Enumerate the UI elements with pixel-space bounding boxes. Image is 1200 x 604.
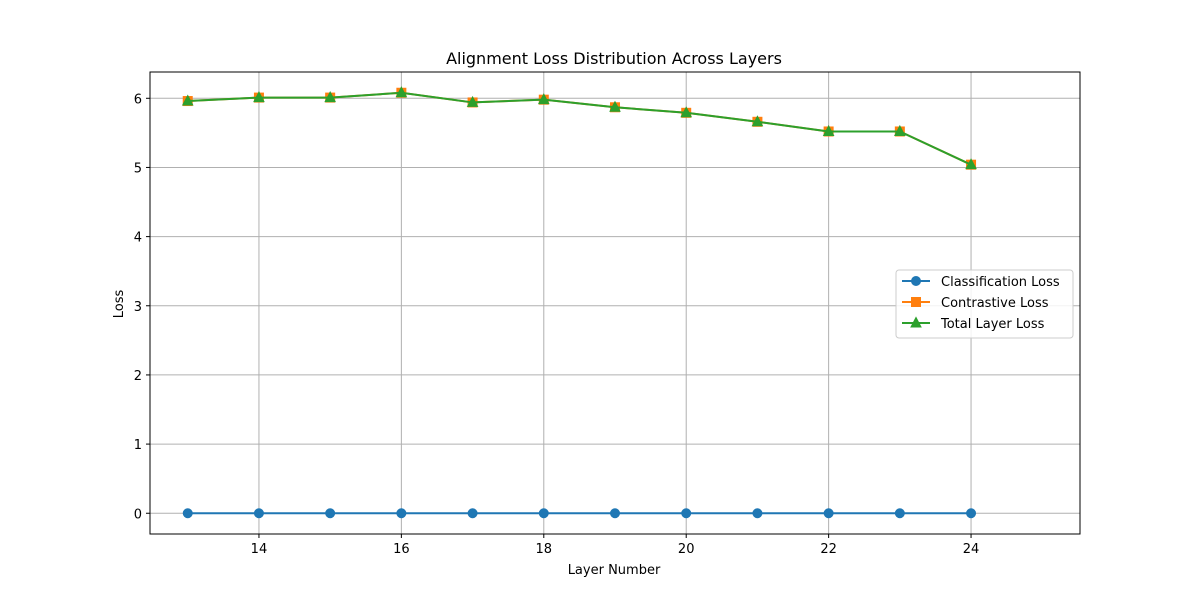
classification-loss-point bbox=[894, 508, 905, 519]
legend-item-total-layer-loss: Total Layer Loss bbox=[902, 316, 1045, 332]
legend-label: Total Layer Loss bbox=[940, 317, 1045, 332]
x-axis-label: Layer Number bbox=[568, 563, 661, 578]
y-tick-label: 3 bbox=[134, 300, 142, 315]
y-tick-label: 6 bbox=[134, 92, 142, 107]
classification-loss-point bbox=[966, 508, 977, 519]
y-tick-label: 2 bbox=[134, 369, 142, 384]
classification-loss-point bbox=[396, 508, 407, 519]
classification-loss-point bbox=[182, 508, 193, 519]
y-tick-label: 4 bbox=[134, 231, 142, 246]
total-layer-loss-series bbox=[181, 86, 977, 170]
classification-loss-point bbox=[253, 508, 264, 519]
x-tick-label: 18 bbox=[536, 542, 553, 557]
y-tick-label: 0 bbox=[134, 507, 142, 522]
total-layer-loss-point bbox=[680, 106, 693, 118]
classification-loss-point bbox=[467, 508, 478, 519]
y-tick-label: 5 bbox=[134, 161, 142, 176]
total-layer-loss-point bbox=[822, 124, 835, 136]
total-layer-loss-point bbox=[537, 93, 550, 105]
x-tick-label: 20 bbox=[678, 542, 695, 557]
x-tick-label: 14 bbox=[251, 542, 268, 557]
legend-label: Classification Loss bbox=[941, 275, 1060, 290]
contrastive-loss-series bbox=[182, 87, 977, 170]
classification-loss-point bbox=[823, 508, 834, 519]
y-tick-label: 1 bbox=[134, 438, 142, 453]
legend-swatch-marker bbox=[911, 276, 921, 286]
classification-loss-point bbox=[538, 508, 549, 519]
legend-swatch-marker bbox=[911, 297, 921, 307]
classification-loss-series bbox=[182, 508, 977, 519]
classification-loss-point bbox=[752, 508, 763, 519]
total-layer-loss-line bbox=[187, 91, 972, 166]
x-tick-label: 16 bbox=[393, 542, 410, 557]
classification-loss-point bbox=[325, 508, 336, 519]
total-layer-loss-point bbox=[395, 86, 408, 98]
legend-item-contrastive-loss: Contrastive Loss bbox=[902, 296, 1049, 311]
total-layer-loss-point bbox=[894, 124, 906, 136]
x-tick-label: 22 bbox=[820, 542, 837, 557]
classification-loss-point bbox=[610, 508, 620, 519]
x-tick-label: 24 bbox=[963, 542, 980, 557]
total-layer-loss-point bbox=[181, 94, 194, 106]
series-group bbox=[181, 86, 977, 519]
total-layer-loss-point bbox=[466, 95, 479, 107]
total-layer-loss-point bbox=[609, 100, 621, 112]
plot-frame bbox=[149, 71, 1081, 535]
legend: Classification Loss Contrastive Loss Total… bbox=[895, 269, 1074, 339]
total-layer-loss-point bbox=[751, 115, 764, 127]
chart-title: Alignment Loss Distribution Across Layer… bbox=[446, 49, 782, 68]
y-axis-label: Loss bbox=[112, 290, 127, 319]
legend-item-classification-loss: Classification Loss bbox=[902, 275, 1060, 290]
classification-loss-point bbox=[681, 508, 692, 519]
axis-ticks: 14 16 18 20 22 24 0 1 2 3 4 5 6 bbox=[134, 92, 980, 557]
legend-swatch-marker bbox=[910, 316, 922, 328]
legend-label: Contrastive Loss bbox=[941, 296, 1049, 311]
total-layer-loss-point bbox=[324, 91, 336, 103]
legend-box bbox=[895, 269, 1074, 339]
total-layer-loss-point bbox=[965, 158, 977, 170]
total-layer-loss-point bbox=[253, 91, 265, 103]
